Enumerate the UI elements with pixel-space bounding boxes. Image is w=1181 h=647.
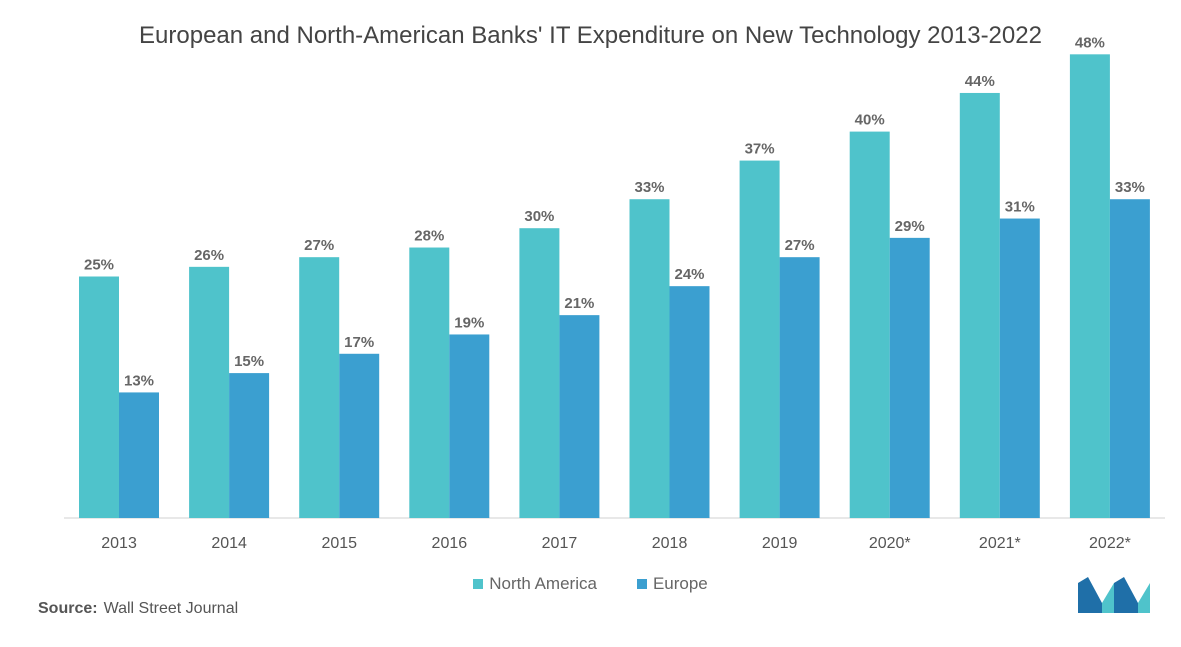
data-label-north-america-2013: 25% xyxy=(84,257,114,274)
chart-title: European and North-American Banks' IT Ex… xyxy=(139,22,1042,49)
data-label-north-america-2014: 26% xyxy=(194,247,224,264)
data-label-europe-2015: 17% xyxy=(344,334,374,351)
bar-north-america-2017 xyxy=(519,228,560,518)
data-label-north-america-2016: 28% xyxy=(414,228,444,245)
x-tick-label-2014: 2014 xyxy=(211,535,247,552)
source-label: Source: xyxy=(38,600,98,617)
bar-europe-2017 xyxy=(559,315,600,518)
source-text: Wall Street Journal xyxy=(103,600,239,617)
bar-europe-2021 xyxy=(999,218,1040,519)
bars-group: 25% 13% 2013 26% 15% 2014 27% 17% 2015 28% 19% 2016… xyxy=(79,34,1150,552)
legend: North America Europe xyxy=(0,574,1181,594)
legend-swatch-europe xyxy=(636,579,647,589)
data-label-europe-2022: 33% xyxy=(1115,179,1145,196)
data-label-north-america-2021: 44% xyxy=(965,73,995,90)
bar-europe-2019 xyxy=(779,257,820,518)
bar-europe-2014 xyxy=(229,373,270,518)
bar-north-america-2014 xyxy=(189,266,230,518)
bar-north-america-2020 xyxy=(849,131,890,518)
data-label-europe-2018: 24% xyxy=(674,266,704,283)
data-label-north-america-2015: 27% xyxy=(304,237,334,254)
data-label-north-america-2019: 37% xyxy=(745,141,775,158)
data-label-europe-2021: 31% xyxy=(1005,199,1035,216)
data-label-europe-2019: 27% xyxy=(785,237,815,254)
bar-north-america-2015 xyxy=(299,257,340,518)
data-label-north-america-2018: 33% xyxy=(634,179,664,196)
bar-north-america-2013 xyxy=(79,276,119,518)
data-label-north-america-2022: 48% xyxy=(1075,34,1105,51)
bar-europe-2018 xyxy=(669,286,710,518)
legend-label-europe: Europe xyxy=(652,574,708,593)
data-label-europe-2016: 19% xyxy=(454,314,484,331)
x-tick-label-2017: 2017 xyxy=(542,535,578,552)
mordor-logo-icon xyxy=(1078,577,1150,613)
x-tick-label-2018: 2018 xyxy=(652,535,688,552)
bar-north-america-2022 xyxy=(1069,54,1110,518)
x-tick-label-2016: 2016 xyxy=(432,535,468,552)
legend-label-north-america: North America xyxy=(489,574,597,593)
source-note: Source: Wall Street Journal xyxy=(38,600,238,618)
data-label-europe-2020: 29% xyxy=(895,218,925,235)
x-tick-label-2019: 2019 xyxy=(762,535,798,552)
data-label-europe-2017: 21% xyxy=(564,295,594,312)
data-label-north-america-2017: 30% xyxy=(524,208,554,225)
x-tick-label-2022: 2022* xyxy=(1089,535,1131,552)
bar-north-america-2018 xyxy=(629,199,670,518)
x-tick-label-2020: 2020* xyxy=(869,535,911,552)
bar-europe-2022 xyxy=(1109,199,1150,518)
data-label-europe-2014: 15% xyxy=(234,353,264,370)
bar-europe-2020 xyxy=(889,237,930,519)
x-tick-label-2015: 2015 xyxy=(321,535,357,552)
bar-europe-2015 xyxy=(339,353,380,518)
legend-item-europe[interactable]: Europe xyxy=(636,574,708,594)
data-label-north-america-2020: 40% xyxy=(855,112,885,129)
bar-europe-2013 xyxy=(119,392,159,518)
bar-europe-2016 xyxy=(449,334,490,518)
legend-swatch-north-america xyxy=(473,579,484,589)
bar-north-america-2019 xyxy=(739,160,780,518)
data-label-europe-2013: 13% xyxy=(124,372,154,389)
legend-item-north-america[interactable]: North America xyxy=(473,574,597,594)
x-tick-label-2021: 2021* xyxy=(979,535,1021,552)
bar-north-america-2016 xyxy=(409,247,450,518)
x-tick-label-2013: 2013 xyxy=(101,535,137,552)
bar-north-america-2021 xyxy=(959,92,1000,519)
